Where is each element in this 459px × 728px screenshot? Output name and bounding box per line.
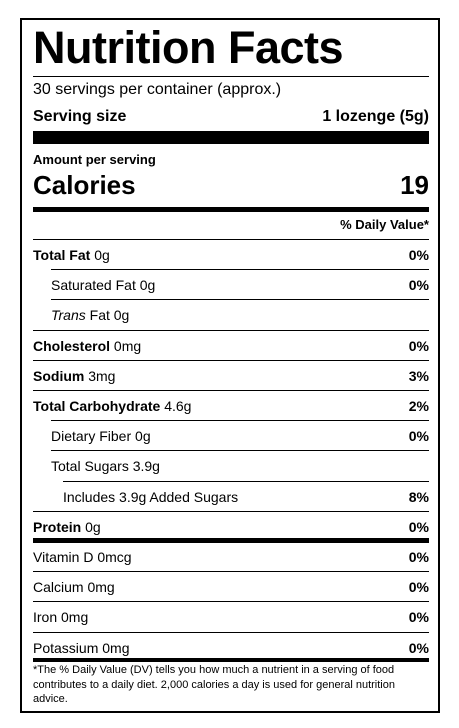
daily-value: 0%: [408, 247, 429, 263]
nutrient-amount: 0mg: [87, 579, 115, 596]
nutrient-name: Saturated Fat: [51, 277, 136, 294]
nutrient-amount: 0mg: [61, 609, 89, 626]
rule: [51, 269, 429, 271]
rule: [33, 207, 429, 212]
rule: [33, 601, 429, 603]
daily-value: 0%: [408, 549, 429, 565]
nutrient-row: Saturated Fat 0g 0%: [51, 270, 429, 300]
nutrient-name: Cholesterol: [33, 337, 111, 354]
footnote: *The % Daily Value (DV) tells you how mu…: [33, 664, 395, 705]
nutrient-row: Cholesterol 0mg 0%: [33, 331, 429, 361]
title: Nutrition Facts: [33, 22, 344, 73]
nutrient-row: Vitamin D 0mcg 0%: [33, 542, 429, 572]
nutrient-name: Calcium: [33, 579, 84, 596]
nutrient-amount: 3.9g: [132, 458, 160, 475]
nutrient-name: Total Fat: [33, 247, 91, 263]
calories-value: 19: [400, 170, 429, 200]
daily-value: 0%: [408, 337, 429, 354]
servings: 30 servings per container (approx.): [33, 81, 282, 98]
rule: [51, 450, 429, 452]
nutrition-label: Nutrition Facts 30 servings per containe…: [20, 18, 440, 713]
rule: [33, 329, 429, 331]
serving-size-value: 1 lozenge (5g): [322, 108, 429, 125]
rule: [33, 359, 429, 361]
serving-size-label: Serving size: [33, 108, 127, 125]
nutrient-row: Total Fat 0g 0%: [33, 240, 429, 270]
nutrient-name: Includes 3.9g Added Sugars: [63, 488, 239, 505]
nutrient-name: Total Carbohydrate: [33, 398, 161, 414]
nutrient-name: Dietary Fiber: [51, 428, 132, 445]
daily-value: 0%: [408, 609, 429, 626]
nutrient-row: Trans Fat 0g: [51, 300, 429, 330]
nutrient-amount: 0g: [85, 518, 101, 535]
nutrient-amount: 0mcg: [97, 549, 132, 565]
rule: [33, 390, 429, 391]
nutrient-amount: 4.6g: [164, 398, 192, 414]
daily-value: 0%: [408, 518, 429, 535]
daily-value: 2%: [408, 398, 429, 414]
nutrient-name: Fat: [89, 307, 110, 324]
nutrient-row: Dietary Fiber 0g 0%: [51, 421, 429, 451]
nutrient-name: Potassium: [33, 639, 99, 656]
daily-value: 0%: [408, 277, 429, 294]
nutrient-name: Vitamin D: [33, 549, 94, 565]
nutrient-amount: 3mg: [88, 367, 116, 384]
rule: [33, 510, 429, 512]
nutrient-row: Protein 0g 0%: [33, 512, 429, 542]
rule: [63, 480, 429, 482]
rule: [51, 420, 429, 422]
nutrient-row: Total Carbohydrate 4.6g 2%: [33, 391, 429, 421]
nutrient-name: Iron: [33, 609, 58, 626]
rule: [33, 538, 429, 543]
nutrient-name: Protein: [33, 518, 82, 535]
nutrient-amount: 0g: [94, 247, 110, 263]
calories-label: Calories: [33, 170, 136, 200]
nutrient-name-italic: Trans: [51, 307, 86, 324]
nutrient-amount: 0g: [113, 307, 130, 324]
nutrient-row: Iron 0mg 0%: [33, 602, 429, 632]
rule: [33, 131, 429, 144]
nutrient-name: Sodium: [33, 367, 85, 384]
rule: [33, 571, 429, 573]
daily-value: 0%: [408, 428, 429, 445]
nutrient-row: Sodium 3mg 3%: [33, 361, 429, 391]
nutrient-row: Potassium 0mg 0%: [33, 633, 429, 663]
nutrient-name: Total Sugars: [51, 458, 129, 475]
daily-value: 8%: [408, 488, 429, 505]
rule: [51, 299, 429, 301]
daily-value: 0%: [408, 579, 429, 596]
nutrient-amount: 0g: [135, 428, 151, 445]
daily-value-header: % Daily Value*: [340, 217, 429, 232]
nutrient-row: Total Sugars 3.9g: [51, 451, 429, 481]
nutrient-amount: 0g: [139, 277, 156, 294]
daily-value: 0%: [408, 639, 429, 656]
daily-value: 3%: [408, 367, 429, 384]
rule: [33, 239, 429, 240]
nutrient-amount: 0mg: [113, 337, 142, 354]
nutrient-amount: 0mg: [102, 639, 130, 656]
rule: [33, 631, 429, 633]
nutrient-row: Calcium 0mg 0%: [33, 572, 429, 602]
amount-per-serving: Amount per serving: [33, 152, 156, 167]
nutrient-row: Includes 3.9g Added Sugars 8%: [63, 482, 429, 512]
rule: [33, 76, 429, 77]
rule: [33, 658, 429, 662]
